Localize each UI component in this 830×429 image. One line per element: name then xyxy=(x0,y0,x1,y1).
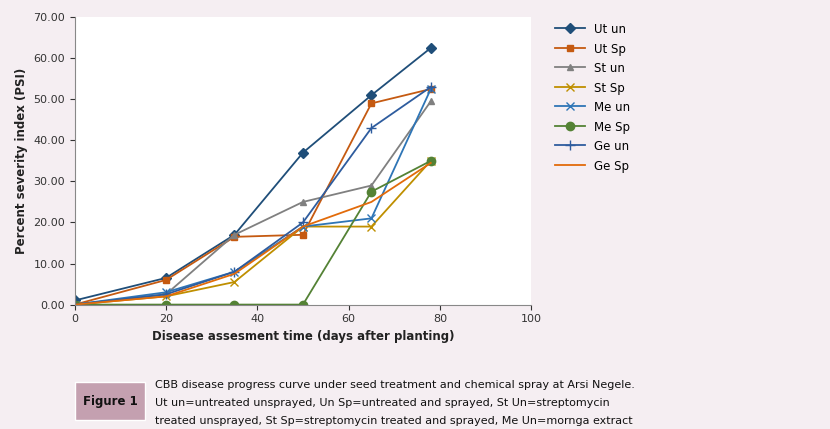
X-axis label: Disease assesment time (days after planting): Disease assesment time (days after plant… xyxy=(152,330,454,343)
Text: Ut un=untreated unsprayed, Un Sp=untreated and sprayed, St Un=streptomycin: Ut un=untreated unsprayed, Un Sp=untreat… xyxy=(155,398,610,408)
Y-axis label: Percent severity index (PSI): Percent severity index (PSI) xyxy=(15,68,27,254)
Legend: Ut un, Ut Sp, St un, St Sp, Me un, Me Sp, Ge un, Ge Sp: Ut un, Ut Sp, St un, St Sp, Me un, Me Sp… xyxy=(555,23,631,172)
Text: CBB disease progress curve under seed treatment and chemical spray at Arsi Negel: CBB disease progress curve under seed tr… xyxy=(155,380,635,390)
Text: Figure 1: Figure 1 xyxy=(83,395,137,408)
Text: treated unsprayed, St Sp=streptomycin treated and sprayed, Me Un=mornga extract: treated unsprayed, St Sp=streptomycin tr… xyxy=(155,416,632,426)
